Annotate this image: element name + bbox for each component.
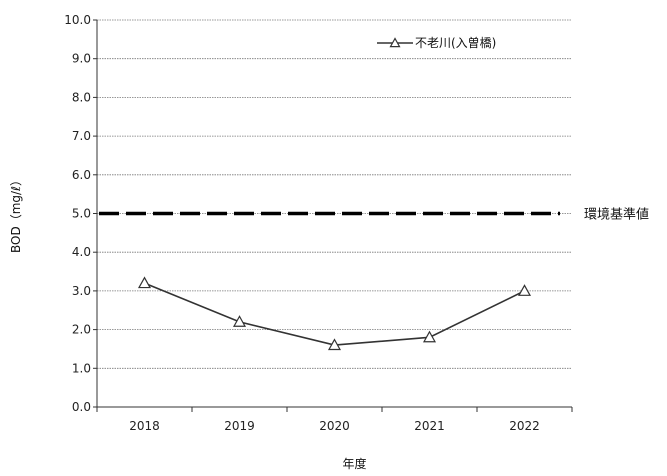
y-tick-label: 8.0 xyxy=(72,90,91,104)
y-tick-label: 6.0 xyxy=(72,168,91,182)
reference-line-group: 環境基準値 xyxy=(99,207,649,223)
x-tick-label: 2019 xyxy=(224,419,255,433)
y-axis-label: BOD（mg/ℓ） xyxy=(9,174,23,253)
y-tick-label: 0.0 xyxy=(72,400,91,414)
y-tick-labels: 0.0 1.0 2.0 3.0 4.0 5.0 6.0 7.0 8.0 9.0 10.0 xyxy=(64,13,91,414)
series-group xyxy=(137,276,532,351)
x-tick-label: 2020 xyxy=(319,419,350,433)
y-tick-label: 1.0 xyxy=(72,361,91,375)
axes xyxy=(96,20,573,412)
y-tick-label: 3.0 xyxy=(72,284,91,298)
legend-label: 不老川(入曽橋) xyxy=(415,35,496,50)
x-axis-label: 年度 xyxy=(342,456,366,471)
x-tick-label: 2018 xyxy=(129,419,160,433)
grid-lines xyxy=(93,19,572,408)
y-tick-label: 4.0 xyxy=(72,245,91,259)
data-point xyxy=(327,338,342,351)
y-tick-label: 10.0 xyxy=(64,13,91,27)
y-tick-label: 7.0 xyxy=(72,129,91,143)
y-tick-label: 2.0 xyxy=(72,323,91,337)
x-tick-labels: 2018 2019 2020 2021 2022 xyxy=(129,419,540,433)
data-point xyxy=(232,315,247,327)
reference-line-label: 環境基準値 xyxy=(584,207,649,223)
y-tick-label: 9.0 xyxy=(72,52,91,66)
y-tick-label: 5.0 xyxy=(72,207,91,221)
legend: 不老川(入曽橋) xyxy=(377,35,496,50)
x-tick-label: 2022 xyxy=(509,419,540,433)
legend-marker xyxy=(389,37,401,48)
x-tick-label: 2021 xyxy=(414,419,445,433)
data-point xyxy=(517,284,532,296)
data-point xyxy=(422,330,437,343)
series-line xyxy=(144,282,525,346)
data-point xyxy=(137,276,152,289)
